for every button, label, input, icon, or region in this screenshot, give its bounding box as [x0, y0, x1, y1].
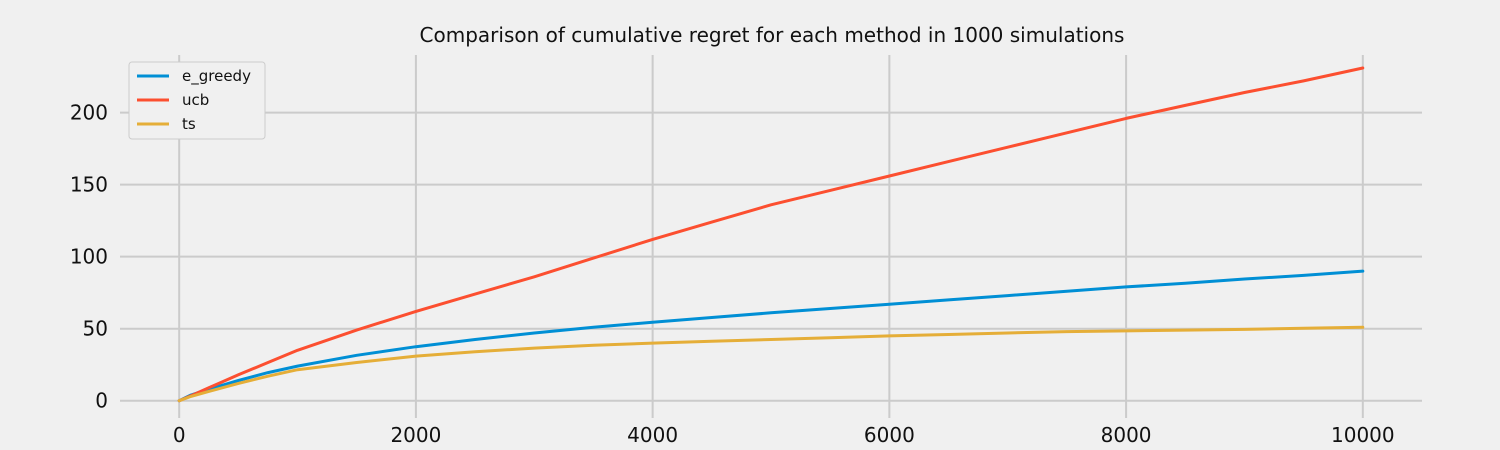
- y-tick-label: 150: [70, 173, 108, 197]
- chart-title: Comparison of cumulative regret for each…: [420, 23, 1125, 47]
- x-tick-label: 10000: [1331, 423, 1395, 447]
- legend-label-ucb: ucb: [182, 91, 209, 109]
- x-tick-label: 0: [173, 423, 186, 447]
- series-line-ts: [177, 325, 1365, 403]
- legend-label-ts: ts: [182, 115, 196, 133]
- x-tick-label: 8000: [1101, 423, 1152, 447]
- series-line-ucb: [177, 66, 1365, 403]
- legend-box: [128, 61, 266, 140]
- y-tick-label: 200: [70, 101, 108, 125]
- y-tick-label: 0: [95, 389, 108, 413]
- x-tick-label: 2000: [390, 423, 441, 447]
- x-tick-label: 4000: [627, 423, 678, 447]
- x-axis-ticks: 0 2000 4000 6000 8000 10000: [173, 423, 1395, 447]
- y-axis-ticks: 0 50 100 150 200: [70, 101, 108, 413]
- y-tick-label: 100: [70, 245, 108, 269]
- series-lines: [177, 66, 1365, 403]
- legend-label-e_greedy: e_greedy: [182, 67, 251, 86]
- series-line-e_greedy: [177, 269, 1365, 403]
- x-tick-label: 6000: [864, 423, 915, 447]
- y-tick-label: 50: [83, 317, 108, 341]
